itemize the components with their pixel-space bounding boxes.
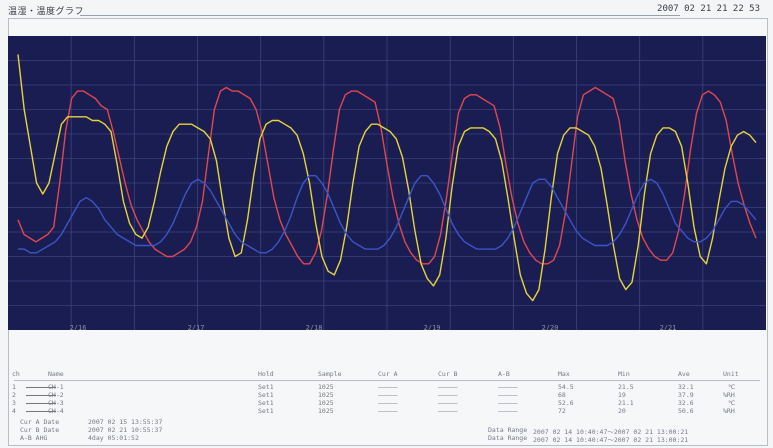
series-line-1 <box>17 86 757 265</box>
row-4-max: 72 <box>558 407 566 415</box>
row-3-swatch <box>26 399 56 407</box>
table-header-cur-a: Cur A <box>378 370 398 378</box>
title-underline <box>80 15 680 16</box>
window-datetime: 2007 02 21 21 22 53 <box>657 4 760 14</box>
row-1-name: CH-1 <box>48 383 64 391</box>
row-1-set: Set1 <box>258 383 274 391</box>
row-3-set: Set1 <box>258 399 274 407</box>
row-2-min: 19 <box>618 391 626 399</box>
row-3-cur-b: ――――― <box>438 399 458 407</box>
row-2-swatch <box>26 391 56 399</box>
data-range-value-2: 2007 02 14 10:40:47～2007 02 21 13:00:21 <box>533 436 689 444</box>
row-2-cur-b: ――――― <box>438 391 458 399</box>
row-4-sample: 1025 <box>318 407 334 415</box>
row-2-unit: %RH <box>723 391 735 399</box>
row-1-ch: 1 <box>12 383 16 391</box>
row-3-cur-a: ――――― <box>378 399 398 407</box>
row-1-sample: 1025 <box>318 383 334 391</box>
window-title: 温湿・温度グラフ <box>8 7 85 17</box>
series-line-3 <box>18 174 757 254</box>
series-line-2 <box>17 54 757 302</box>
row-3-sample: 1025 <box>318 399 334 407</box>
row-4-ave: 50.6 <box>678 407 694 415</box>
row-3-ch: 3 <box>12 399 16 407</box>
table-header-ch: ch <box>12 370 20 378</box>
row-3-name: CH-3 <box>48 399 64 407</box>
cursor-b-label: Cur B Date <box>20 426 60 434</box>
row-3-ave: 32.6 <box>678 399 694 407</box>
x-tick-label: 2/21 <box>660 324 677 330</box>
cursor-a-value: 2007 02 15 13:55:37 <box>88 418 163 426</box>
row-2-a-b: ――――― <box>498 391 518 399</box>
row-4-a-b: ――――― <box>498 407 518 415</box>
x-tick-label: 2/20 <box>542 324 559 330</box>
row-4-name: CH-4 <box>48 407 64 415</box>
row-1-max: 54.5 <box>558 383 574 391</box>
table-header-unit: Unit <box>723 370 739 378</box>
x-tick-label: 2/16 <box>70 324 87 330</box>
row-3-max: 52.6 <box>558 399 574 407</box>
row-3-a-b: ――――― <box>498 399 518 407</box>
row-4-unit: %RH <box>723 407 735 415</box>
x-tick-label: 2/19 <box>424 324 441 330</box>
row-1-swatch <box>26 383 56 391</box>
data-range-label-1: Data Range <box>488 426 528 434</box>
row-4-ch: 4 <box>12 407 16 415</box>
x-tick-label: 2/17 <box>188 324 205 330</box>
table-header-ave: Ave <box>678 370 690 378</box>
table-header-name: Name <box>48 370 64 378</box>
row-3-min: 21.1 <box>618 399 634 407</box>
row-2-ave: 37.9 <box>678 391 694 399</box>
row-1-ave: 32.1 <box>678 383 694 391</box>
row-2-max: 68 <box>558 391 566 399</box>
data-range-value-1: 2007 02 14 10:40:47～2007 02 21 13:00:21 <box>533 428 689 436</box>
row-1-cur-a: ――――― <box>378 383 398 391</box>
row-4-min: 20 <box>618 407 626 415</box>
table-header-min: Min <box>618 370 630 378</box>
x-tick-label: 2/18 <box>306 324 323 330</box>
cursor-a-label: Cur A Date <box>20 418 60 426</box>
cursor-b-value: 2007 02 21 10:55:37 <box>88 426 163 434</box>
table-header-hold: Hold <box>258 370 274 378</box>
row-3-unit: ℃ <box>728 399 736 407</box>
row-1-cur-b: ――――― <box>438 383 458 391</box>
row-1-min: 21.5 <box>618 383 634 391</box>
row-4-cur-a: ――――― <box>378 407 398 415</box>
chart-panel: 2/16 2/17 2/18 2/19 2/20 2/21 <box>8 22 766 330</box>
line-chart[interactable]: 2/16 2/17 2/18 2/19 2/20 2/21 <box>8 22 766 330</box>
table-header-a-b: A-B <box>498 370 510 378</box>
table-header-sample: Sample <box>318 370 342 378</box>
a-b-value: 4day 05:01:52 <box>88 434 139 442</box>
a-b-label: A-B AHG <box>20 434 48 442</box>
data-range-label-2: Data Range <box>488 434 528 442</box>
row-4-swatch <box>26 407 56 415</box>
row-2-ch: 2 <box>12 391 16 399</box>
table-header-divider <box>14 380 760 381</box>
row-4-cur-b: ――――― <box>438 407 458 415</box>
table-header-cur-b: Cur B <box>438 370 458 378</box>
row-2-name: CH-2 <box>48 391 64 399</box>
title-bar: 温湿・温度グラフ 2007 02 21 21 22 53 <box>6 4 766 18</box>
data-table: ch Name Hold Sample Cur A Cur B A-B Max … <box>8 370 766 444</box>
row-2-sample: 1025 <box>318 391 334 399</box>
row-2-set: Set1 <box>258 391 274 399</box>
table-header-max: Max <box>558 370 570 378</box>
row-1-a-b: ――――― <box>498 383 518 391</box>
row-1-unit: ℃ <box>728 383 736 391</box>
row-4-set: Set1 <box>258 407 274 415</box>
row-2-cur-a: ――――― <box>378 391 398 399</box>
